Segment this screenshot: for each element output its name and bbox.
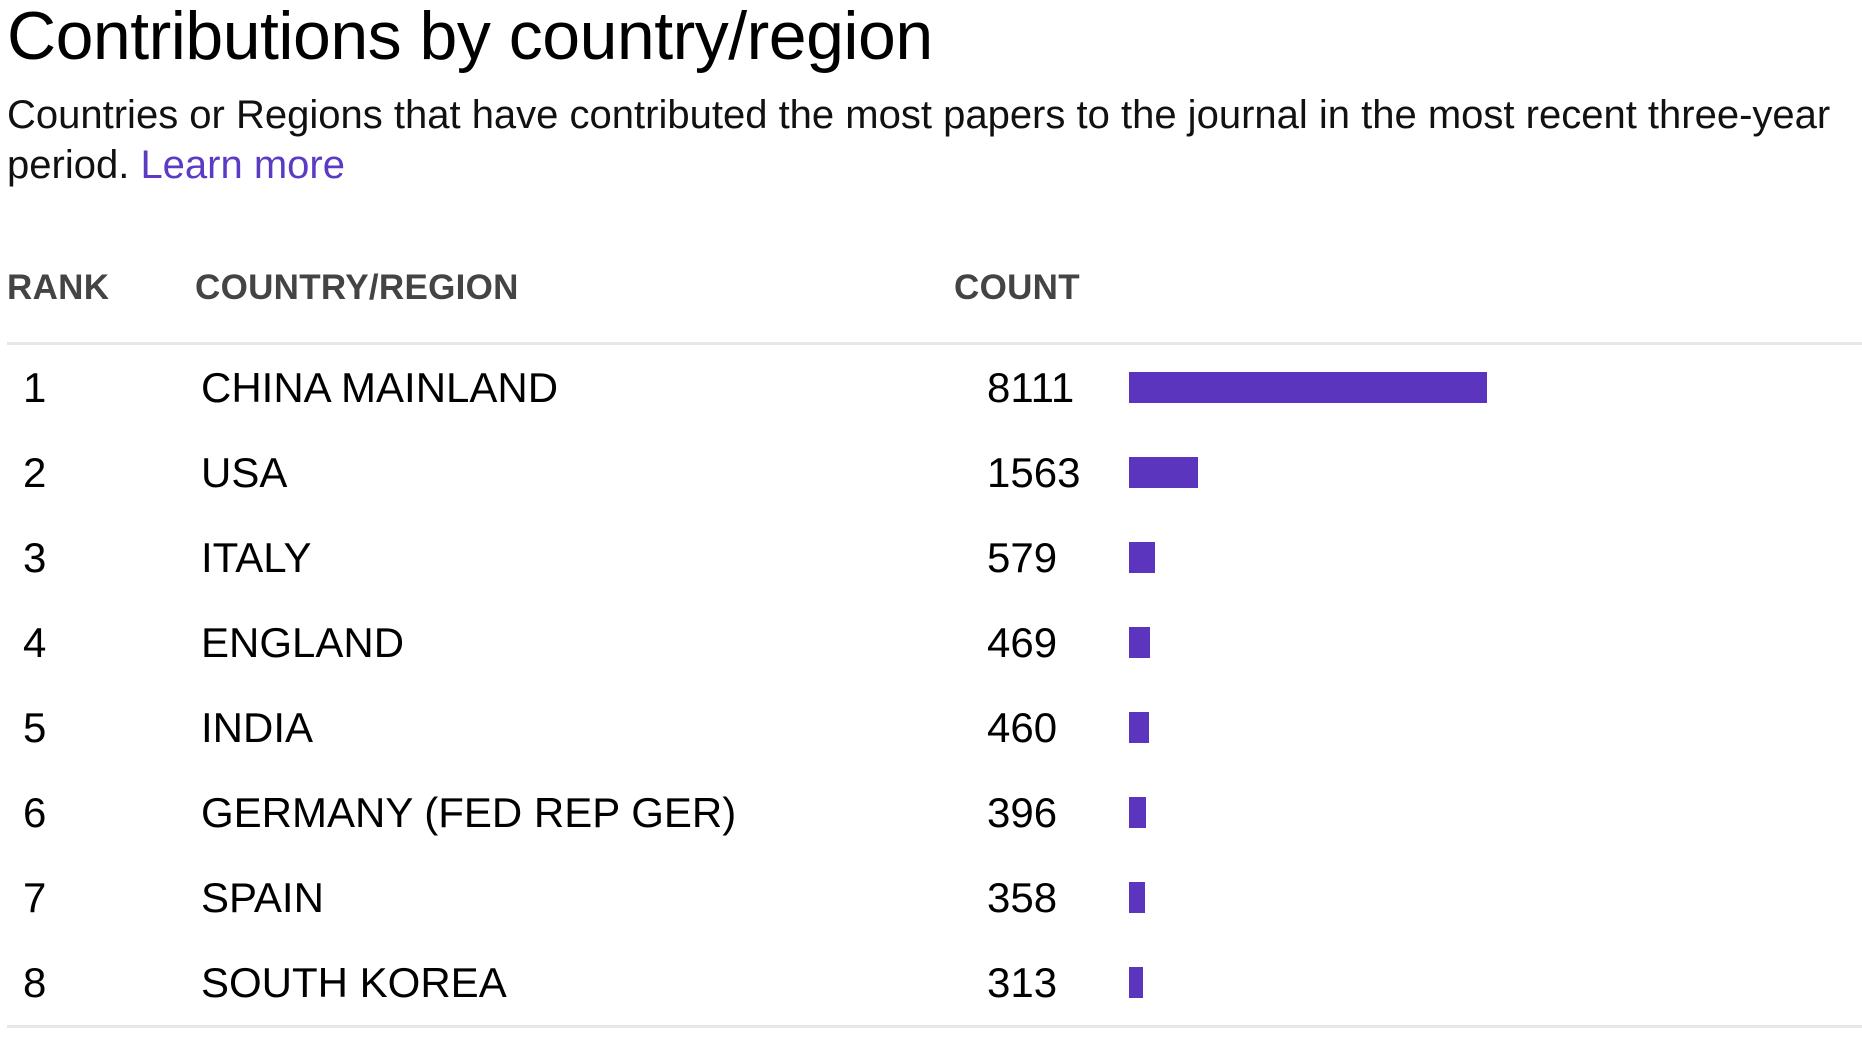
country-cell: INDIA <box>201 704 314 751</box>
rank-cell: 4 <box>23 619 47 666</box>
table-row: 4 ENGLAND 469 <box>7 600 1862 685</box>
count-bar <box>1129 712 1149 743</box>
table-row: 7 SPAIN 358 <box>7 855 1862 940</box>
count-cell: 579 <box>987 534 1058 581</box>
count-bar <box>1129 882 1145 913</box>
table-row: 6 GERMANY (FED REP GER) 396 <box>7 770 1862 855</box>
table-row: 5 INDIA 460 <box>7 685 1862 770</box>
table-row: 2 USA 1563 <box>7 430 1862 515</box>
column-header-country: COUNTRY/REGION <box>195 268 519 307</box>
country-cell: ENGLAND <box>201 619 405 666</box>
rank-cell: 7 <box>23 874 47 921</box>
country-cell: USA <box>201 449 288 496</box>
table-row: 1 CHINA MAINLAND 8111 <box>7 345 1862 430</box>
count-cell: 460 <box>987 704 1058 751</box>
count-cell: 396 <box>987 789 1058 836</box>
table-row: 8 SOUTH KOREA 313 <box>7 940 1862 1028</box>
contributions-panel: Contributions by country/region Countrie… <box>7 0 1862 1028</box>
rank-cell: 8 <box>23 959 47 1006</box>
rank-cell: 6 <box>23 789 47 836</box>
count-cell: 1563 <box>987 449 1081 496</box>
column-header-count: COUNT <box>954 268 1080 307</box>
country-cell: GERMANY (FED REP GER) <box>201 789 737 836</box>
count-bar <box>1129 797 1146 828</box>
page-title: Contributions by country/region <box>7 0 933 74</box>
rank-cell: 3 <box>23 534 47 581</box>
table-row: 3 ITALY 579 <box>7 515 1862 600</box>
description: Countries or Regions that have contribut… <box>7 90 1862 190</box>
country-cell: ITALY <box>201 534 312 581</box>
contributions-table: RANK COUNTRY/REGION COUNT 1 CHINA MAINLAN… <box>7 258 1862 1028</box>
country-cell: SPAIN <box>201 874 324 921</box>
description-text: Countries or Regions that have contribut… <box>7 93 1831 187</box>
country-cell: CHINA MAINLAND <box>201 364 559 411</box>
count-cell: 469 <box>987 619 1058 666</box>
rank-cell: 2 <box>23 449 47 496</box>
column-header-rank: RANK <box>7 268 110 307</box>
count-bar <box>1129 372 1487 403</box>
table-header: RANK COUNTRY/REGION COUNT <box>7 258 1862 345</box>
country-cell: SOUTH KOREA <box>201 959 507 1006</box>
count-cell: 8111 <box>987 364 1075 411</box>
rank-cell: 1 <box>23 364 47 411</box>
learn-more-link[interactable]: Learn more <box>140 143 345 187</box>
count-cell: 313 <box>987 959 1058 1006</box>
count-bar <box>1129 627 1150 658</box>
table-body: 1 CHINA MAINLAND 8111 2 USA 1563 3 ITALY 579 4 ENG… <box>7 345 1862 1028</box>
count-bar <box>1129 542 1155 573</box>
count-bar <box>1129 457 1198 488</box>
count-cell: 358 <box>987 874 1058 921</box>
count-bar <box>1129 967 1143 998</box>
rank-cell: 5 <box>23 704 47 751</box>
